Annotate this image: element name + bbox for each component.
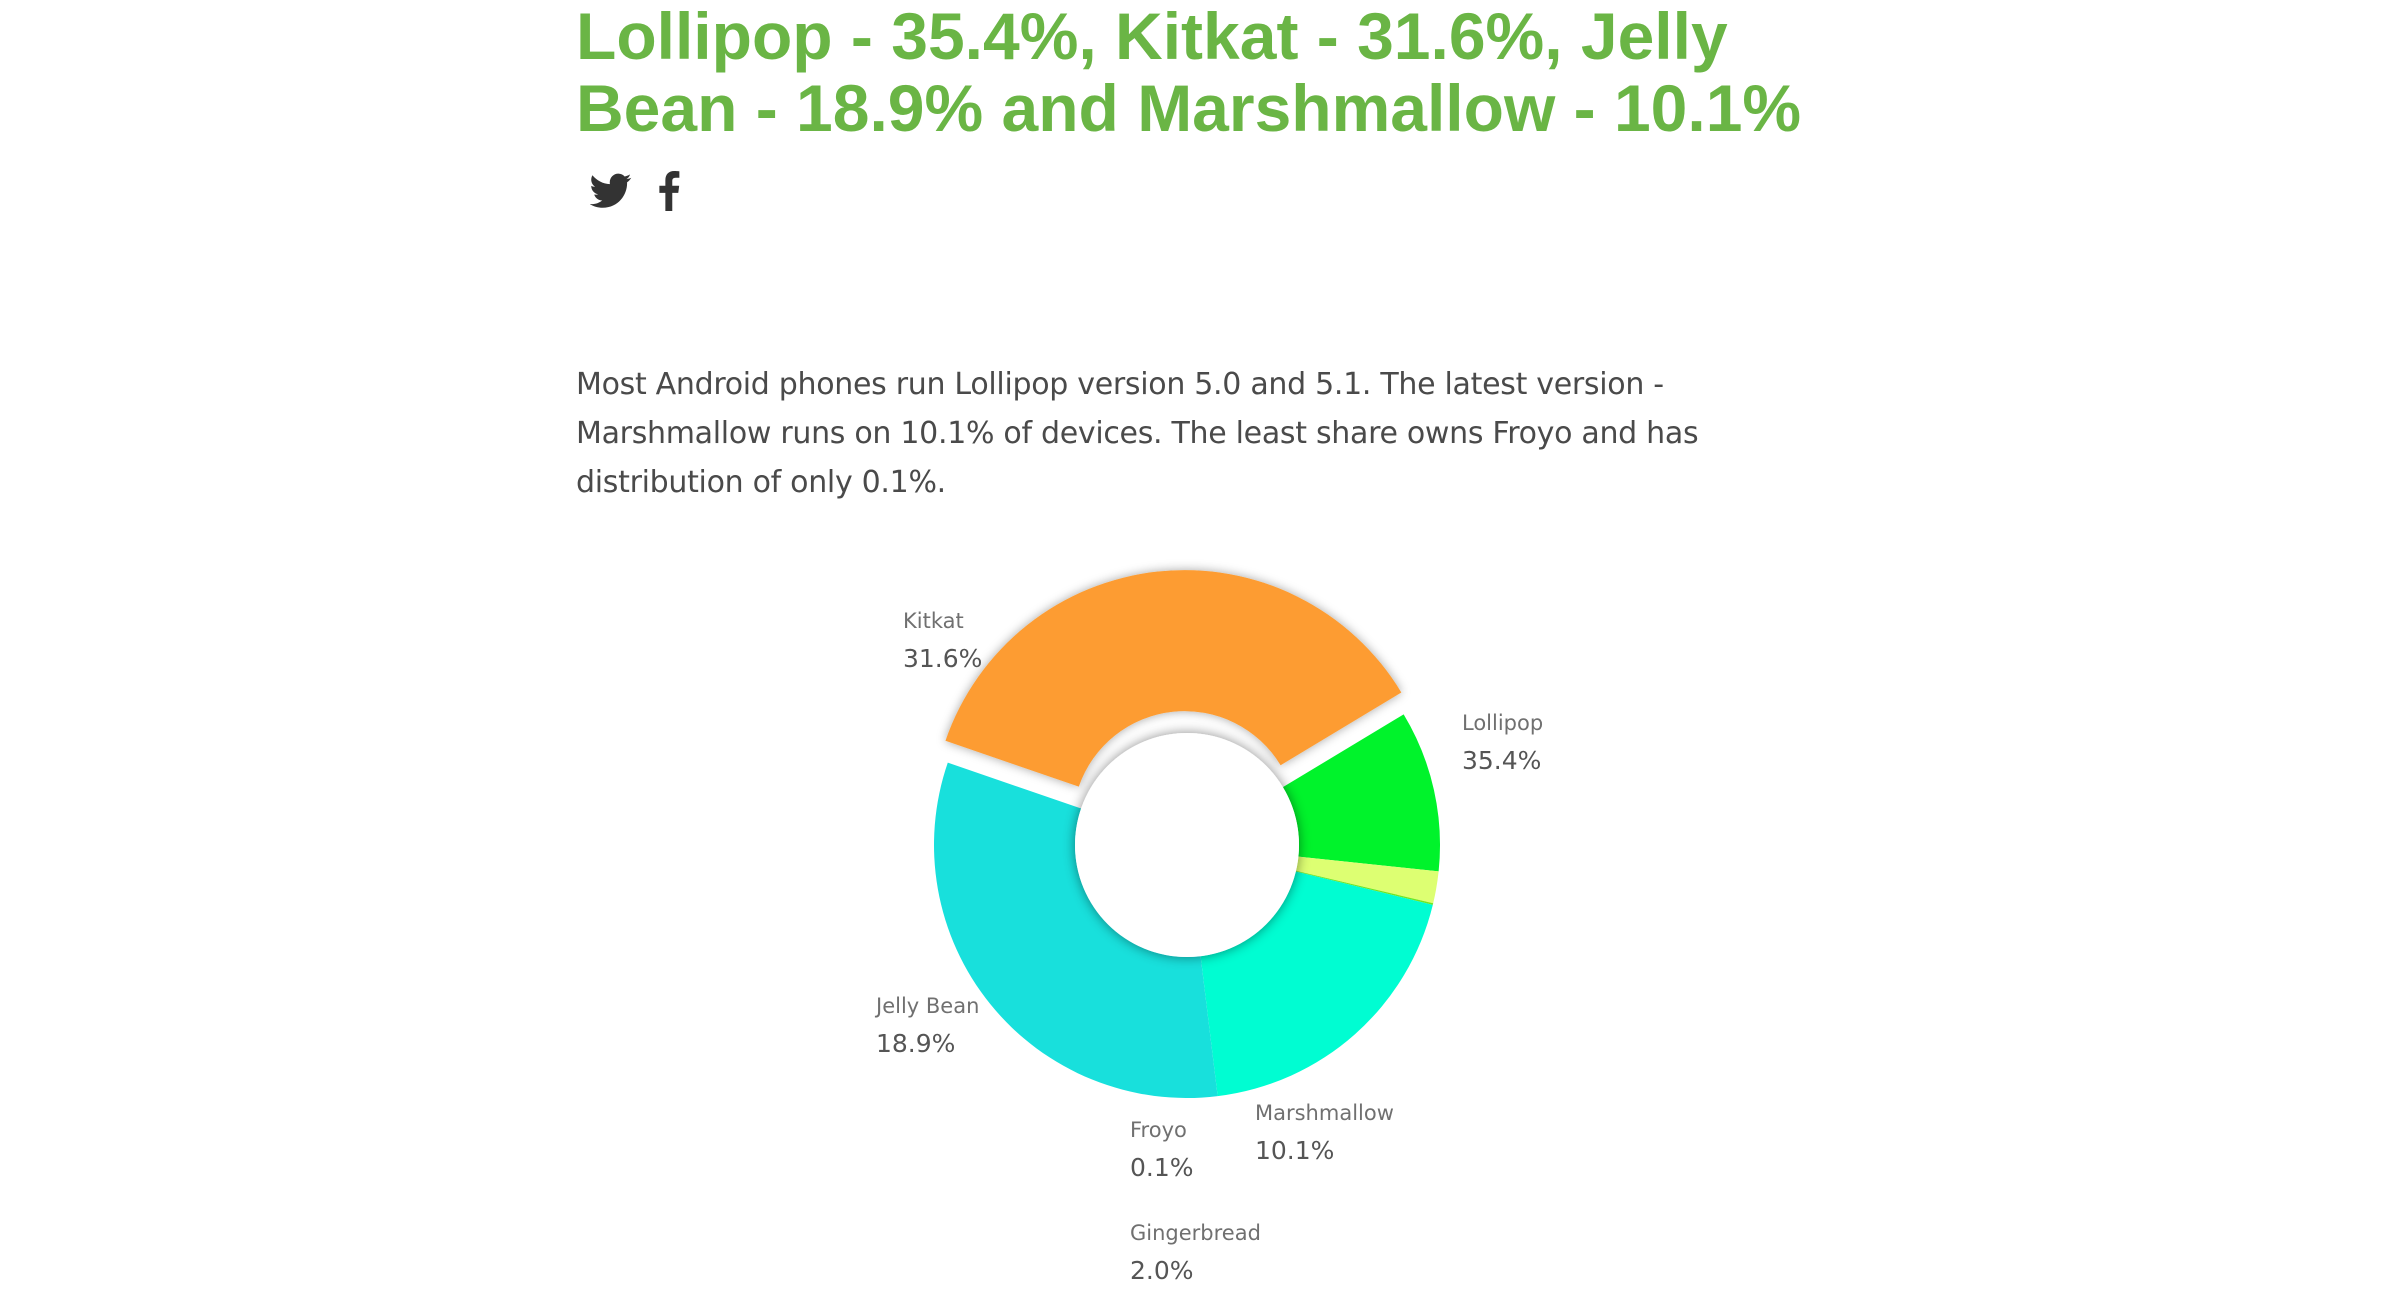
twitter-glyph: [589, 173, 632, 208]
label-kitkat-name: Kitkat: [903, 609, 964, 633]
label-gingerbread-value: 2.0%: [1130, 1256, 1194, 1285]
slice-lollipop[interactable]: [945, 570, 1402, 787]
facebook-glyph: [659, 170, 680, 211]
page-title: Lollipop - 35.4%, Kitkat - 31.6%, Jelly …: [576, 0, 1802, 145]
slice-jelly-bean[interactable]: [1200, 871, 1433, 1097]
label-marshmallow-value: 10.1%: [1255, 1136, 1334, 1165]
label-jelly-bean-name: Jelly Bean: [874, 994, 979, 1018]
label-lollipop-name: Lollipop: [1462, 711, 1543, 735]
label-froyo-value: 0.1%: [1130, 1153, 1194, 1182]
twitter-icon[interactable]: [589, 173, 632, 214]
slice-gingerbread[interactable]: [1295, 856, 1439, 904]
donut-hole: [1075, 733, 1299, 957]
slice-froyo[interactable]: [1295, 870, 1434, 905]
label-lollipop-value: 35.4%: [1462, 746, 1541, 775]
slice-kitkat[interactable]: [933, 762, 1218, 1098]
facebook-icon[interactable]: [658, 170, 680, 216]
label-kitkat-value: 31.6%: [903, 644, 982, 673]
slices-group: [933, 570, 1440, 1098]
share-bar: [589, 168, 680, 218]
label-jelly-bean-value: 18.9%: [876, 1029, 955, 1058]
label-marshmallow-name: Marshmallow: [1255, 1101, 1394, 1125]
slice-marshmallow[interactable]: [1282, 714, 1440, 872]
article-summary: Most Android phones run Lollipop version…: [576, 367, 1699, 500]
labels-group: Lollipop 35.4% Marshmallow 10.1% Gingerbread…: [874, 609, 1543, 1285]
label-gingerbread-name: Gingerbread: [1130, 1221, 1261, 1245]
label-froyo-name: Froyo: [1130, 1118, 1187, 1142]
